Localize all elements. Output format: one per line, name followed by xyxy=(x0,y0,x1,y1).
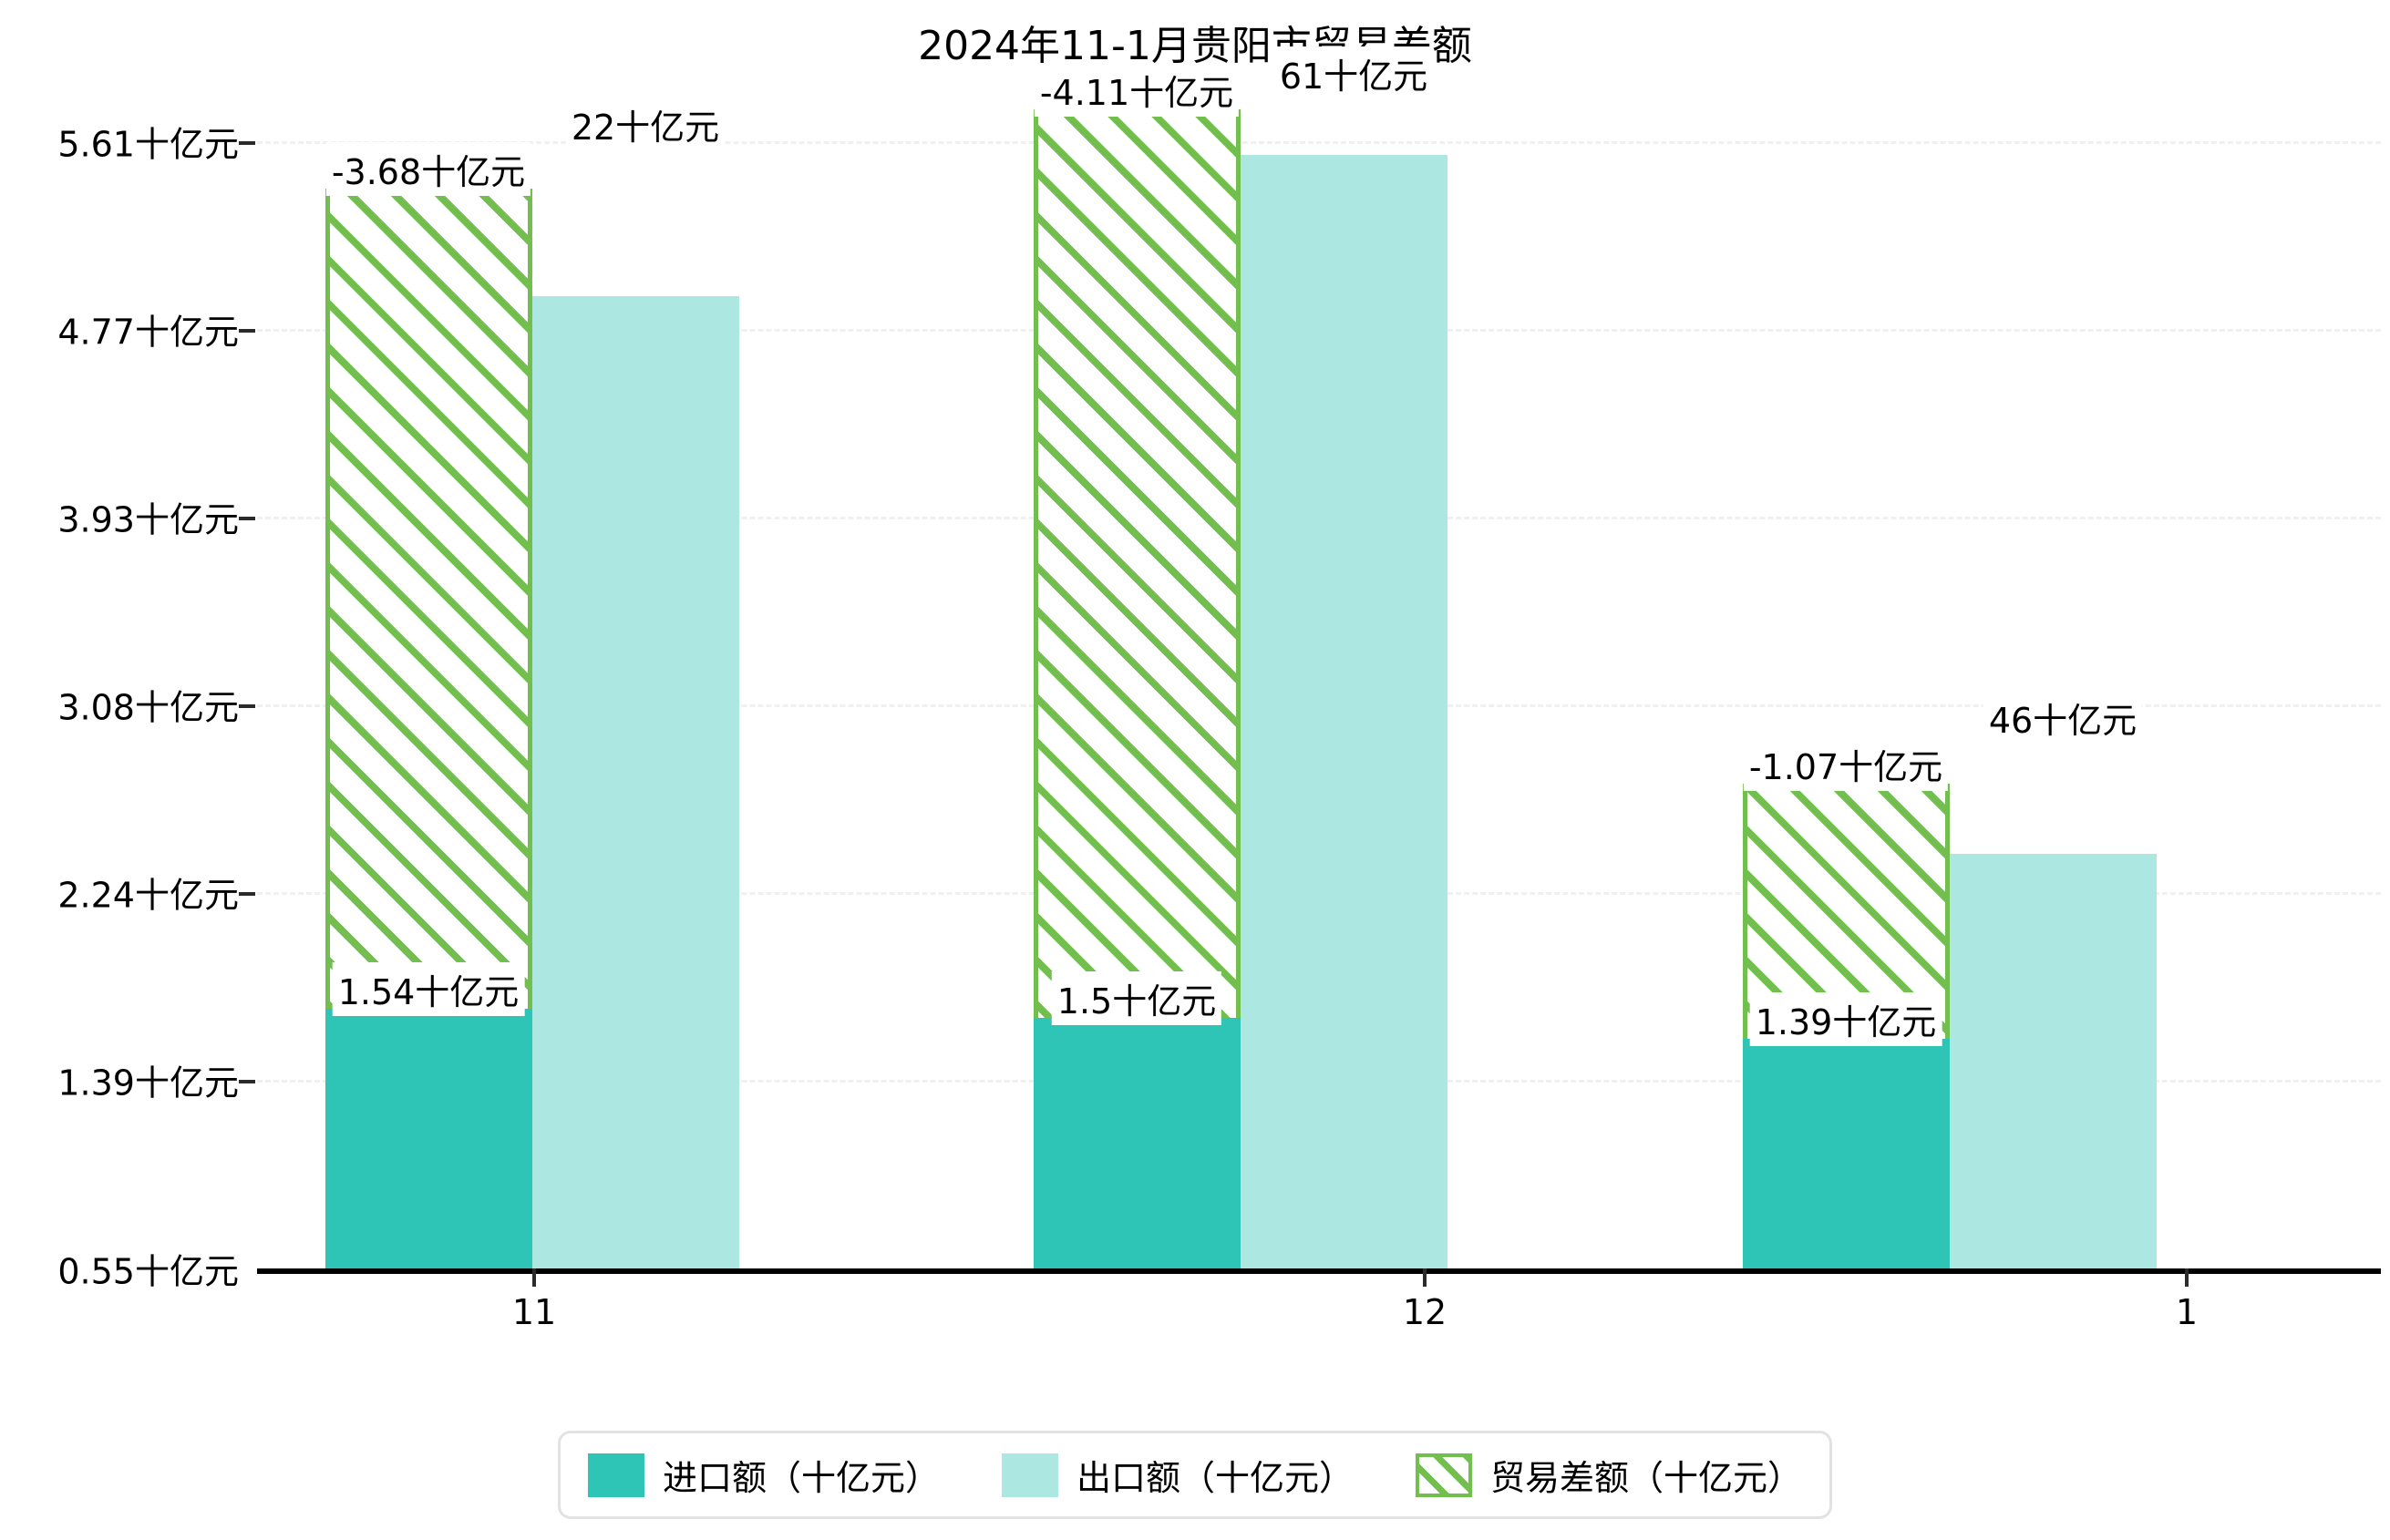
x-axis-line xyxy=(257,1268,2381,1274)
bar-import-1[interactable] xyxy=(1743,1039,1950,1268)
data-label-export-11: 22十亿元 xyxy=(565,98,726,151)
legend-label-import: 进口额（十亿元） xyxy=(662,1458,940,1498)
x-tick-label-1: 1 xyxy=(2175,1292,2199,1332)
data-label-import-1: 1.39十亿元 xyxy=(1749,992,1942,1046)
plot-area: -3.68十亿元 22十亿元 1.54十亿元 -4.11十亿元 61十亿元 1.… xyxy=(257,46,2381,1268)
y-tick-label: 1.39十亿元 xyxy=(57,1063,239,1104)
y-tick-mark xyxy=(239,1080,255,1083)
y-tick-label: 0.55十亿元 xyxy=(57,1251,239,1292)
bar-export-11[interactable] xyxy=(532,296,739,1268)
export-swatch-icon xyxy=(1001,1453,1058,1497)
y-tick-label: 3.93十亿元 xyxy=(57,499,239,540)
data-label-balance-11: -3.68十亿元 xyxy=(325,142,531,196)
x-tick-label-12: 12 xyxy=(1402,1292,1447,1332)
legend-item-import[interactable]: 进口额（十亿元） xyxy=(587,1450,940,1500)
data-label-export-12: 61十亿元 xyxy=(1273,46,1434,100)
x-tick-mark xyxy=(2185,1268,2189,1287)
gridline xyxy=(257,141,2381,144)
y-tick-label: 3.08十亿元 xyxy=(57,687,239,728)
import-swatch-icon xyxy=(587,1453,644,1497)
y-tick-mark xyxy=(239,892,255,896)
bar-export-1[interactable] xyxy=(1950,854,2157,1268)
y-tick-mark xyxy=(239,329,255,333)
legend-item-balance[interactable]: 贸易差额（十亿元） xyxy=(1416,1450,1802,1500)
data-label-balance-12: -4.11十亿元 xyxy=(1034,63,1240,117)
y-tick-label: 4.77十亿元 xyxy=(57,312,239,353)
y-tick-label: 5.61十亿元 xyxy=(57,124,239,165)
bar-export-12[interactable] xyxy=(1241,155,1447,1268)
y-axis: 5.61十亿元 4.77十亿元 3.93十亿元 3.08十亿元 2.24十亿元 … xyxy=(0,125,239,1292)
data-label-export-1: 46十亿元 xyxy=(1983,691,2143,744)
legend-label-balance: 贸易差额（十亿元） xyxy=(1490,1458,1803,1498)
data-label-import-11: 1.54十亿元 xyxy=(332,962,525,1016)
chart-legend: 进口额（十亿元） 出口额（十亿元） 贸易差额（十亿元） xyxy=(557,1431,1833,1519)
balance-swatch-icon xyxy=(1416,1453,1473,1497)
x-tick-label-11: 11 xyxy=(511,1292,557,1332)
bar-import-12[interactable] xyxy=(1034,1018,1241,1268)
y-tick-mark xyxy=(239,517,255,520)
data-label-balance-1: -1.07十亿元 xyxy=(1743,737,1949,791)
legend-label-export: 出口额（十亿元） xyxy=(1076,1458,1355,1498)
y-tick-mark xyxy=(239,141,255,145)
bar-import-11[interactable] xyxy=(325,1009,532,1268)
data-label-import-12: 1.5十亿元 xyxy=(1051,971,1222,1025)
y-tick-mark xyxy=(239,704,255,708)
y-tick-label: 2.24十亿元 xyxy=(57,875,239,916)
x-tick-mark xyxy=(532,1268,536,1287)
legend-item-export[interactable]: 出口额（十亿元） xyxy=(1001,1450,1355,1500)
x-tick-mark xyxy=(1423,1268,1427,1287)
